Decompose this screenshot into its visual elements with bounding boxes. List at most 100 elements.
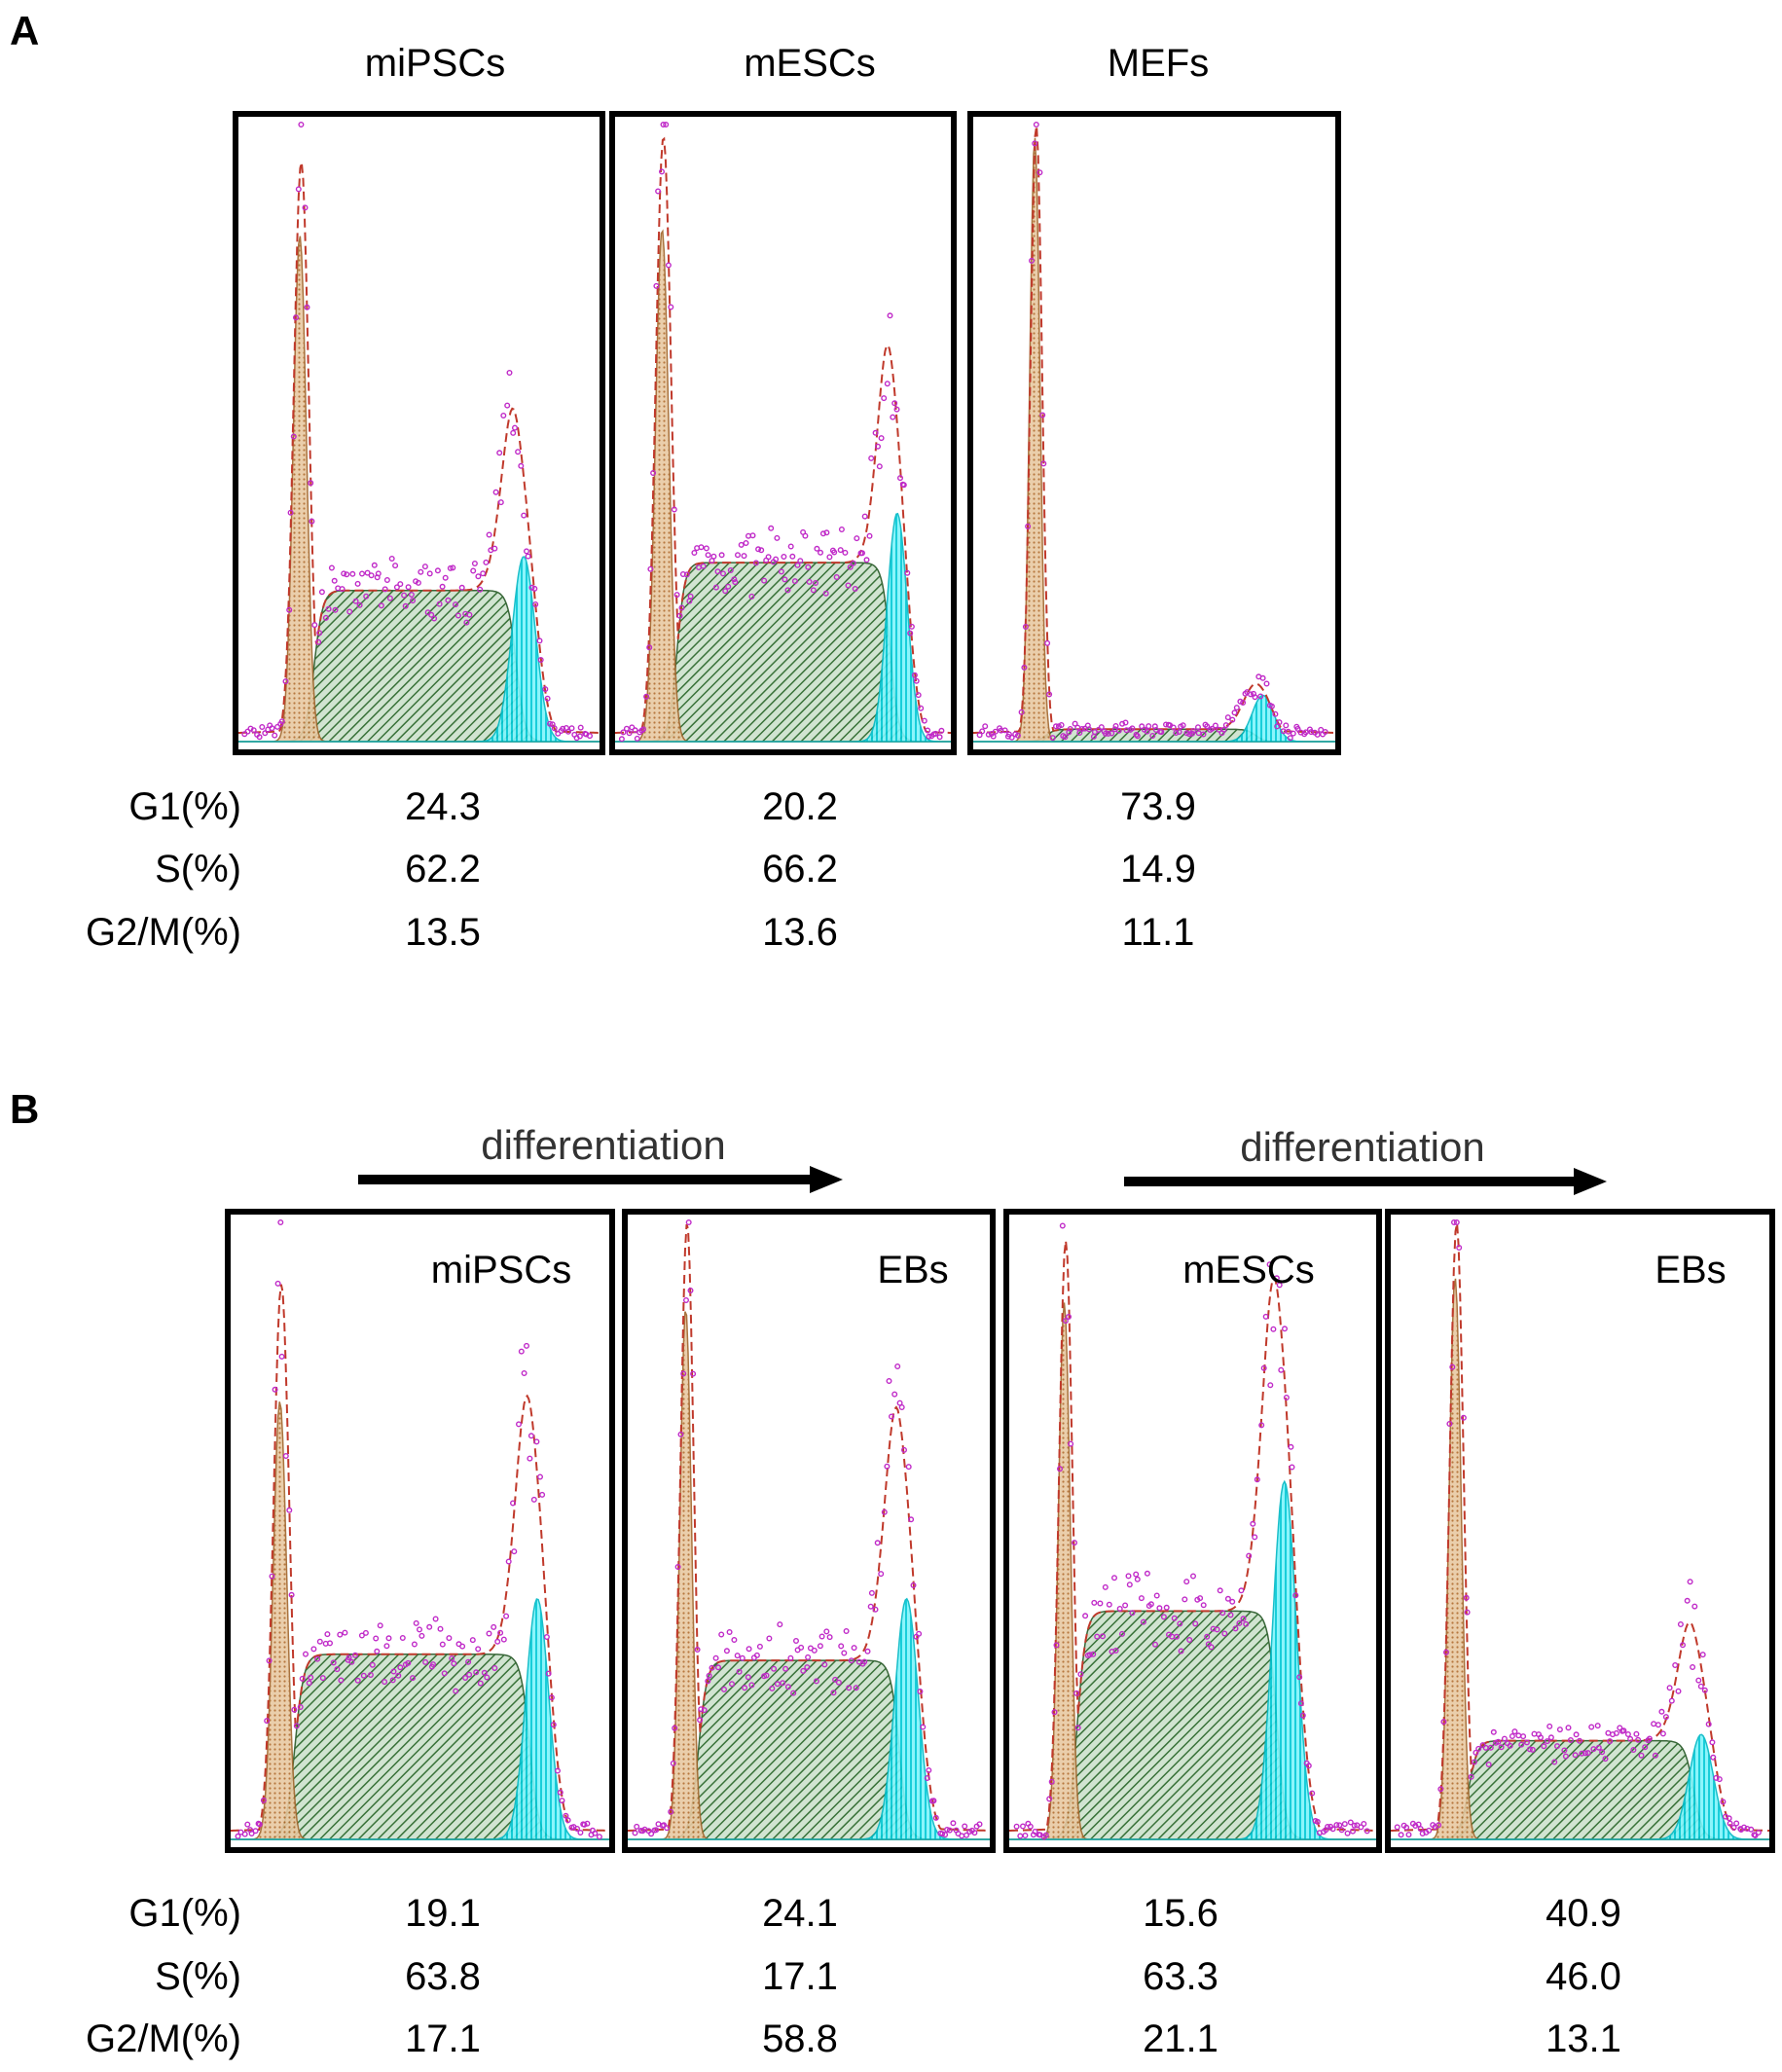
data-point bbox=[833, 574, 840, 581]
data-point bbox=[851, 1645, 857, 1652]
data-point bbox=[712, 584, 719, 591]
data-point bbox=[272, 732, 278, 739]
data-point bbox=[1325, 1823, 1331, 1830]
data-point bbox=[1720, 1799, 1727, 1805]
data-point bbox=[1289, 1464, 1295, 1471]
data-point bbox=[1238, 1587, 1245, 1594]
data-point bbox=[524, 1342, 530, 1349]
data-point bbox=[1105, 730, 1111, 737]
histogram-plot bbox=[1391, 1218, 1769, 1840]
data-point bbox=[1299, 1712, 1306, 1719]
data-point bbox=[274, 723, 281, 730]
data-point bbox=[712, 1654, 719, 1661]
data-point bbox=[1192, 1620, 1199, 1627]
data-point bbox=[545, 1670, 552, 1677]
data-point bbox=[1515, 1732, 1522, 1739]
row-label-g1: G1(%) bbox=[128, 1892, 241, 1935]
data-point bbox=[665, 262, 672, 269]
data-point bbox=[1146, 723, 1152, 730]
data-point bbox=[761, 577, 768, 584]
data-point bbox=[531, 585, 538, 592]
data-point bbox=[1097, 1600, 1104, 1607]
data-point bbox=[1046, 1796, 1053, 1802]
data-point bbox=[872, 429, 879, 436]
data-point bbox=[428, 611, 435, 618]
data-point bbox=[787, 543, 794, 550]
data-point bbox=[1733, 1820, 1740, 1827]
data-point bbox=[1231, 709, 1238, 716]
fit-curve bbox=[231, 1284, 609, 1832]
value-g1: 24.3 bbox=[405, 785, 481, 828]
data-point bbox=[771, 1665, 778, 1672]
histogram-title: miPSCs bbox=[365, 42, 505, 85]
data-point bbox=[718, 1631, 725, 1638]
data-point bbox=[1305, 1763, 1312, 1769]
data-point bbox=[411, 1641, 418, 1648]
data-point bbox=[1110, 1575, 1117, 1581]
data-point bbox=[503, 1613, 510, 1619]
data-point bbox=[875, 443, 882, 450]
data-point bbox=[445, 597, 452, 603]
data-point bbox=[1285, 728, 1291, 735]
data-point bbox=[894, 1363, 901, 1369]
data-point bbox=[683, 1296, 690, 1303]
histogram-b-ebs-1: EBs bbox=[622, 1209, 996, 1853]
data-point bbox=[551, 725, 558, 732]
data-point bbox=[293, 1723, 300, 1729]
differentiation-arrow-1: differentiation bbox=[358, 1122, 843, 1193]
data-point bbox=[413, 1619, 419, 1626]
data-point bbox=[244, 1821, 251, 1828]
data-point bbox=[1078, 726, 1085, 733]
data-point bbox=[1053, 1642, 1060, 1649]
data-point bbox=[1501, 1735, 1508, 1742]
data-point bbox=[797, 558, 804, 564]
data-point bbox=[959, 1833, 965, 1839]
data-point bbox=[315, 638, 322, 645]
data-point bbox=[563, 1812, 569, 1819]
data-point bbox=[867, 1603, 874, 1610]
data-point bbox=[691, 550, 698, 557]
data-point bbox=[1436, 1822, 1442, 1829]
histogram-title: mESCs bbox=[1182, 1249, 1315, 1291]
data-point bbox=[893, 406, 900, 413]
histogram-frame bbox=[967, 111, 1341, 755]
data-point bbox=[910, 1581, 917, 1588]
data-point bbox=[592, 1830, 599, 1836]
data-point bbox=[845, 582, 852, 589]
panel-letter-b: B bbox=[10, 1086, 39, 1132]
data-point bbox=[736, 1668, 743, 1675]
data-point bbox=[979, 728, 986, 735]
data-point bbox=[715, 1664, 722, 1671]
data-point bbox=[596, 1834, 602, 1840]
data-point bbox=[743, 540, 749, 547]
data-point bbox=[1322, 729, 1328, 736]
value-s: 46.0 bbox=[1546, 1955, 1621, 1998]
data-point bbox=[1071, 1540, 1077, 1546]
data-point bbox=[1262, 1313, 1269, 1320]
data-point bbox=[1511, 1728, 1518, 1735]
data-point bbox=[1716, 1776, 1723, 1783]
data-point bbox=[1442, 1649, 1449, 1655]
fit-curve bbox=[615, 136, 951, 734]
data-point bbox=[1039, 412, 1046, 418]
data-point bbox=[1473, 1749, 1479, 1756]
data-point bbox=[1106, 1601, 1112, 1608]
data-point bbox=[690, 1370, 697, 1377]
data-point bbox=[1134, 1576, 1141, 1582]
data-point bbox=[293, 314, 300, 321]
data-point bbox=[297, 1703, 304, 1710]
value-s: 63.3 bbox=[1143, 1955, 1218, 1998]
data-point bbox=[1173, 730, 1180, 737]
data-point bbox=[1032, 140, 1038, 147]
data-point bbox=[758, 547, 765, 554]
data-point bbox=[1551, 1759, 1558, 1765]
data-point bbox=[371, 562, 378, 568]
data-point bbox=[673, 592, 680, 599]
data-point bbox=[555, 1767, 562, 1774]
data-point bbox=[466, 1671, 473, 1678]
data-point bbox=[700, 563, 707, 569]
data-point bbox=[458, 584, 465, 591]
data-point bbox=[1278, 1366, 1285, 1373]
histogram-b-mipscs: miPSCs bbox=[225, 1209, 615, 1853]
data-point bbox=[324, 1631, 331, 1638]
